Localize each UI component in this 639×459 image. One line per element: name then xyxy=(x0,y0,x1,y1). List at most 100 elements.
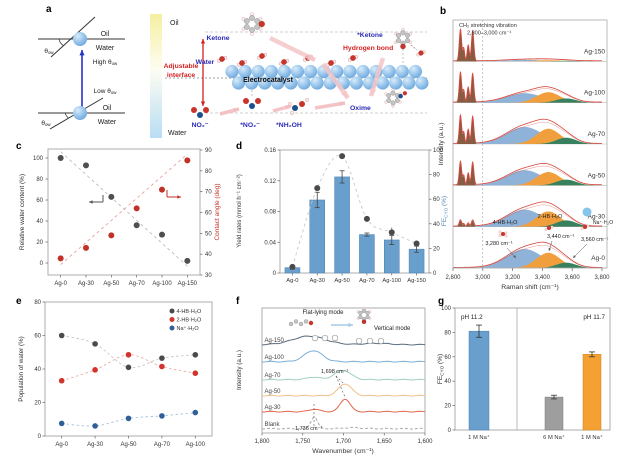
svg-text:Ag-70: Ag-70 xyxy=(265,373,282,379)
svg-text:40: 40 xyxy=(34,367,41,373)
svg-text:60: 60 xyxy=(34,334,41,340)
panel-label-e: e xyxy=(16,296,22,307)
svg-text:1,800: 1,800 xyxy=(254,439,270,445)
svg-text:20: 20 xyxy=(36,240,43,246)
svg-text:90: 90 xyxy=(205,148,212,154)
svg-text:4-HB·H₂O: 4-HB·H₂O xyxy=(177,309,202,315)
svg-text:3,560 cm⁻¹: 3,560 cm⁻¹ xyxy=(581,237,609,243)
panel-label-a: a xyxy=(46,4,52,15)
svg-text:Water: Water xyxy=(168,130,187,137)
svg-text:Ag-150: Ag-150 xyxy=(407,278,426,284)
panel-label-b: b xyxy=(440,6,447,17)
svg-text:Ag-50: Ag-50 xyxy=(103,281,120,287)
svg-text:0: 0 xyxy=(38,434,42,440)
svg-text:Ag-50: Ag-50 xyxy=(588,172,606,179)
svg-text:2,800–3,000 cm⁻¹: 2,800–3,000 cm⁻¹ xyxy=(467,31,511,37)
svg-text:Ag-70: Ag-70 xyxy=(588,131,606,138)
svg-text:Ag-70: Ag-70 xyxy=(359,278,374,284)
svg-text:NO₂⁻: NO₂⁻ xyxy=(192,122,209,129)
svg-text:0: 0 xyxy=(433,271,437,277)
svg-text:100: 100 xyxy=(433,148,444,154)
svg-text:Water: Water xyxy=(98,119,117,126)
svg-text:60: 60 xyxy=(205,211,212,217)
svg-text:θow: θow xyxy=(41,120,51,127)
svg-text:Flat-lying mode: Flat-lying mode xyxy=(302,310,344,316)
svg-text:Ag-0: Ag-0 xyxy=(55,442,68,448)
panel-label-d: d xyxy=(236,141,243,152)
svg-text:*NH₂OH: *NH₂OH xyxy=(276,122,302,129)
svg-text:Ag-30: Ag-30 xyxy=(265,405,282,411)
svg-text:40: 40 xyxy=(36,219,43,225)
svg-text:Ketone: Ketone xyxy=(206,35,229,42)
svg-text:Low θow: Low θow xyxy=(94,88,118,95)
svg-text:40: 40 xyxy=(444,379,451,385)
svg-text:60: 60 xyxy=(36,198,43,204)
svg-text:0: 0 xyxy=(40,261,44,267)
svg-text:3,600: 3,600 xyxy=(565,275,581,281)
svg-text:FECYO (%): FECYO (%) xyxy=(441,196,449,226)
svg-text:FECYO (%): FECYO (%) xyxy=(437,354,445,384)
svg-text:3,000: 3,000 xyxy=(475,275,491,281)
svg-text:Vertical mode: Vertical mode xyxy=(374,326,411,332)
svg-text:Ag-30: Ag-30 xyxy=(310,278,325,284)
panel-b-raman-chart: Ag-150 Ag-100 Ag-70 Ag-50 Ag-30 Ag-0 CH₂ stret… xyxy=(438,19,613,291)
svg-text:Ag-150: Ag-150 xyxy=(265,338,285,344)
svg-text:50: 50 xyxy=(205,231,212,237)
svg-text:interface: interface xyxy=(167,72,196,79)
svg-text:60: 60 xyxy=(433,197,440,203)
svg-text:Hydrogen bond: Hydrogen bond xyxy=(343,45,393,52)
svg-text:Water: Water xyxy=(196,59,215,66)
svg-text:100: 100 xyxy=(33,156,44,162)
svg-text:θow: θow xyxy=(44,48,54,55)
svg-text:20: 20 xyxy=(444,404,451,410)
svg-text:1 M Na⁺: 1 M Na⁺ xyxy=(468,434,490,441)
svg-text:Oil: Oil xyxy=(103,105,112,112)
svg-text:3,440 cm⁻¹: 3,440 cm⁻¹ xyxy=(547,234,575,240)
svg-text:Relative water content (%): Relative water content (%) xyxy=(19,174,26,250)
svg-text:Oil: Oil xyxy=(170,20,179,27)
svg-text:0.04: 0.04 xyxy=(264,240,276,246)
svg-text:2,800: 2,800 xyxy=(445,275,461,281)
svg-text:20: 20 xyxy=(433,246,440,252)
svg-text:Oil: Oil xyxy=(101,31,110,38)
svg-text:Ag-0: Ag-0 xyxy=(286,278,298,284)
svg-text:2-HB·H₂O: 2-HB·H₂O xyxy=(538,214,563,220)
svg-text:pH 11.7: pH 11.7 xyxy=(583,314,605,321)
svg-text:Raman shift (cm⁻¹): Raman shift (cm⁻¹) xyxy=(501,284,559,291)
svg-text:Ag-50: Ag-50 xyxy=(265,389,282,395)
svg-text:Adjustable: Adjustable xyxy=(164,63,199,70)
svg-text:Ag-100: Ag-100 xyxy=(186,442,206,448)
svg-text:100: 100 xyxy=(441,306,452,312)
svg-text:3,200: 3,200 xyxy=(505,275,521,281)
svg-text:1 M Na⁺: 1 M Na⁺ xyxy=(581,434,603,441)
svg-text:CH₂ stretching vibration: CH₂ stretching vibration xyxy=(459,23,517,29)
svg-text:80: 80 xyxy=(444,330,451,336)
panel-e-water-population-chart: 0 20 40 60 80 Ag-0 Ag-30 Ag-50 Ag-70 Ag-100 4-HB·H… xyxy=(18,300,213,448)
svg-text:Ag-30: Ag-30 xyxy=(87,442,104,448)
svg-text:Population of water (%): Population of water (%) xyxy=(18,336,25,401)
svg-text:4-HB·H₂O: 4-HB·H₂O xyxy=(493,220,518,226)
svg-text:Na⁺·H₂O: Na⁺·H₂O xyxy=(593,220,613,226)
svg-text:0: 0 xyxy=(273,271,277,277)
svg-text:Ag-100: Ag-100 xyxy=(152,281,172,287)
svg-text:0: 0 xyxy=(448,428,452,434)
svg-text:70: 70 xyxy=(205,190,212,196)
panel-g-fe-bars-chart: 0 20 40 60 80 100 1 M Na⁺ 6 M Na⁺ 1 M Na⁺ pH 11.2… xyxy=(437,306,611,441)
svg-text:2-HB·H₂O: 2-HB·H₂O xyxy=(177,318,202,324)
svg-text:80: 80 xyxy=(36,177,43,183)
panel-f-ftir-chart: Ag-150 Ag-100 Ag-70 Ag-50 Ag-30 Blank Flat-lyi… xyxy=(236,306,433,455)
svg-text:*Ketone: *Ketone xyxy=(357,32,383,39)
svg-text:Ag-100: Ag-100 xyxy=(584,90,605,97)
svg-text:1,600: 1,600 xyxy=(417,439,433,445)
svg-text:1,650: 1,650 xyxy=(377,439,393,445)
panel-a-interface-schematic: θow Oil Water High θow Low θow θow Oil Water Oil… xyxy=(38,12,429,138)
svg-text:60: 60 xyxy=(444,355,451,361)
svg-text:Contact angle (deg): Contact angle (deg) xyxy=(214,183,221,240)
svg-text:0.08: 0.08 xyxy=(264,210,276,216)
panel-c-contact-angle-chart: 0 20 40 60 80 100 30 40 50 60 70 80 90 Ag-0 Ag-30 Ag-50… xyxy=(19,148,221,287)
svg-text:Ag-150: Ag-150 xyxy=(584,48,605,55)
svg-text:Intensity (a.u.): Intensity (a.u.) xyxy=(236,350,243,390)
svg-text:80: 80 xyxy=(205,169,212,175)
svg-text:Water: Water xyxy=(96,45,115,52)
